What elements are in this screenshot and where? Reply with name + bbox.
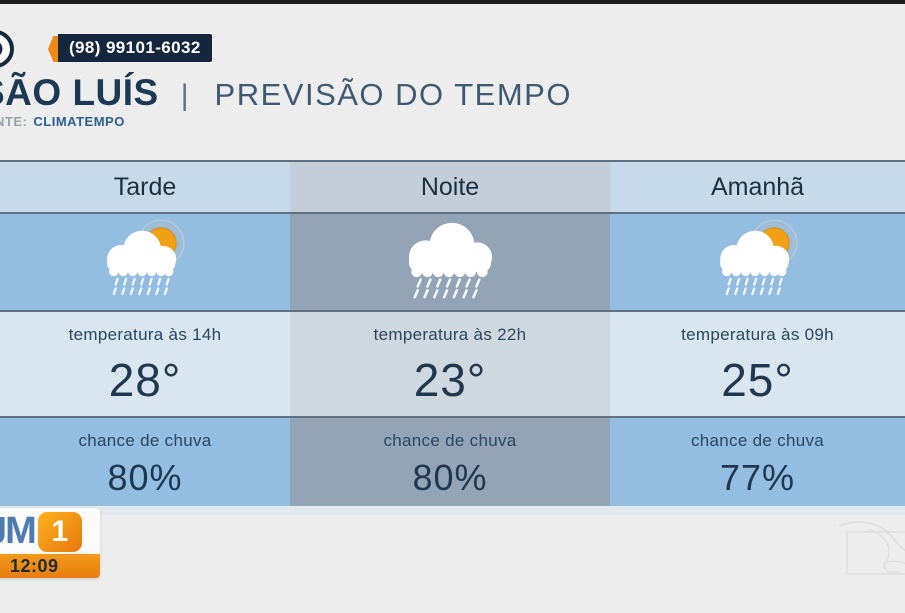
rain-chance-label: chance de chuva <box>78 431 212 450</box>
page-title: PREVISÃO DO TEMPO <box>214 77 572 112</box>
rain-chance-cell: chance de chuva 80% <box>0 416 290 508</box>
period-header: Amanhã <box>610 160 905 212</box>
temperature-label: temperatura às 09h <box>681 325 834 344</box>
temperature-value: 23° <box>413 354 487 406</box>
station-logo-number-tile: 1 <box>37 512 82 552</box>
source-value: CLIMATEMPO <box>33 114 125 129</box>
title-separator: | <box>180 79 189 112</box>
phone-number: (98) 99101-6032 <box>58 34 212 62</box>
station-logo-letters: JM <box>0 509 37 552</box>
weather-cell <box>290 212 610 310</box>
temperature-cell: temperatura às 22h 23° <box>290 310 610 416</box>
source-row: FONTE: CLIMATEMPO <box>0 114 125 129</box>
rain-chance-label: chance de chuva <box>690 431 825 450</box>
rain-chance-value: 80% <box>412 457 488 498</box>
weather-cell <box>0 212 290 310</box>
temperature-value: 25° <box>721 354 794 406</box>
sun-rain-cloud-icon <box>706 217 810 308</box>
orange-accent-shape <box>48 36 60 62</box>
station-logo: JM 1 <box>0 508 100 554</box>
weather-cell <box>610 212 905 310</box>
forecast-column-amanha: Amanhã <box>610 160 905 510</box>
top-edge-bar <box>0 0 905 4</box>
sun-rain-cloud-icon <box>93 217 197 308</box>
rain-chance-cell: chance de chuva 80% <box>290 416 610 508</box>
rain-cloud-icon <box>392 215 508 310</box>
temperature-cell: temperatura às 14h 28° <box>0 310 290 416</box>
rain-chance-cell: chance de chuva 77% <box>610 416 905 508</box>
mirante-bird-icon <box>838 516 905 585</box>
rain-chance-label: chance de chuva <box>383 431 517 450</box>
source-label: FONTE: <box>0 114 28 129</box>
temperature-label: temperatura às 22h <box>373 325 527 344</box>
forecast-table: Tarde <box>0 160 905 510</box>
temperature-label: temperatura às 14h <box>68 325 222 344</box>
period-header: Noite <box>290 160 610 212</box>
whatsapp-phone-icon <box>0 30 14 68</box>
rain-chance-value: 77% <box>719 457 796 498</box>
temperature-value: 28° <box>108 354 182 406</box>
clock-time: 12:09 <box>0 554 100 578</box>
station-logo-card: JM 1 12:09 <box>0 508 100 578</box>
forecast-column-noite: Noite <box>290 160 610 510</box>
forecast-column-tarde: Tarde <box>0 160 290 510</box>
station-logo-number: 1 <box>51 515 69 548</box>
temperature-cell: temperatura às 09h 25° <box>610 310 905 416</box>
header-title-row: SÃO LUÍS | PREVISÃO DO TEMPO <box>0 72 572 114</box>
rain-chance-value: 80% <box>107 457 183 498</box>
table-bottom-shadow <box>0 506 905 515</box>
city-name: SÃO LUÍS <box>0 72 159 113</box>
period-header: Tarde <box>0 160 290 212</box>
